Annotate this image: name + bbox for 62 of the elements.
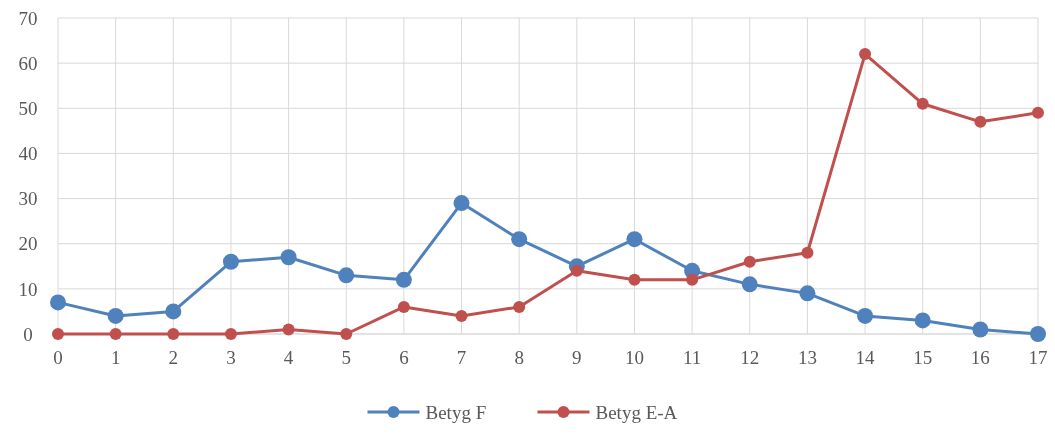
legend-label: Betyg F (425, 401, 487, 423)
x-tick-label: 8 (514, 347, 524, 368)
point (801, 246, 814, 259)
point (453, 195, 470, 212)
point (686, 273, 699, 286)
point (165, 303, 182, 320)
y-tick-label: 20 (18, 233, 38, 255)
point (570, 264, 583, 277)
point (916, 97, 929, 110)
x-tick-label: 0 (53, 347, 63, 368)
point (340, 328, 353, 340)
point (799, 285, 816, 302)
x-tick-label: 6 (399, 347, 409, 368)
y-tick-label: 50 (18, 97, 38, 119)
x-tick-label: 17 (1028, 347, 1048, 368)
point (628, 273, 641, 286)
y-tick-label: 60 (18, 52, 38, 74)
point (972, 321, 989, 338)
y-tick-label: 0 (23, 323, 33, 345)
x-tick-label: 2 (168, 347, 179, 368)
point (857, 307, 874, 324)
x-tick-label: 12 (740, 347, 760, 368)
y-tick-label: 10 (18, 278, 38, 300)
point (52, 328, 64, 340)
point (626, 231, 643, 248)
point (859, 48, 872, 61)
point (397, 300, 410, 313)
point (511, 231, 528, 248)
point (1032, 106, 1044, 119)
y-tick-label: 70 (18, 7, 38, 29)
x-tick-label: 7 (456, 347, 467, 368)
point (395, 271, 412, 288)
x-tick-label: 4 (283, 347, 294, 368)
x-tick-label: 14 (855, 347, 876, 368)
point (741, 276, 758, 293)
legend-label: Betyg E-A (595, 401, 678, 423)
point (743, 255, 756, 268)
x-tick-label: 11 (682, 347, 702, 368)
point (914, 312, 931, 329)
x-tick-label: 1 (110, 347, 121, 368)
x-tick-label: 5 (341, 347, 351, 368)
point (50, 294, 66, 311)
x-tick-label: 13 (797, 347, 817, 368)
point (222, 253, 239, 270)
point (513, 300, 526, 313)
point (107, 307, 124, 324)
x-tick-label: 15 (913, 347, 933, 368)
point (1030, 326, 1046, 342)
point (280, 249, 297, 266)
point (282, 323, 295, 336)
y-tick-label: 30 (18, 188, 38, 210)
x-tick-label: 16 (970, 347, 990, 368)
x-tick-label: 10 (624, 347, 644, 368)
point (974, 115, 987, 128)
x-tick-label: 9 (572, 347, 582, 368)
point (109, 328, 122, 340)
point (224, 328, 237, 340)
point (167, 328, 180, 340)
y-tick-label: 40 (18, 143, 38, 165)
point (338, 267, 355, 284)
point (455, 309, 468, 322)
x-tick-label: 3 (226, 347, 236, 368)
